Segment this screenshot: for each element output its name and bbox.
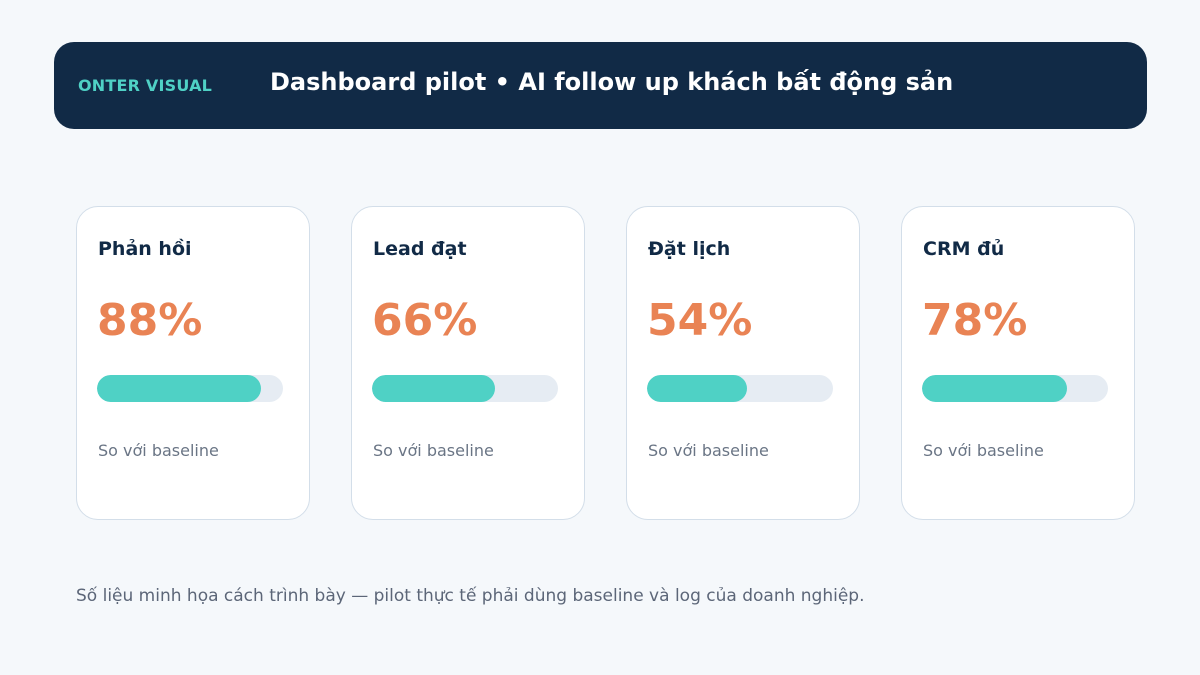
metric-value: 88% — [97, 295, 203, 346]
metric-card-lead-dat: Lead đạt 66% So với baseline — [351, 206, 585, 520]
metric-card-dat-lich: Đặt lịch 54% So với baseline — [626, 206, 860, 520]
header-banner: ONTER VISUAL Dashboard pilot • AI follow… — [54, 42, 1147, 129]
brand-logo-text: ONTER VISUAL — [78, 76, 213, 95]
metric-caption: So với baseline — [923, 441, 1044, 460]
metric-progress-fill — [647, 375, 748, 402]
footnote: Số liệu minh họa cách trình bày — pilot … — [76, 586, 865, 606]
metric-progress-fill — [922, 375, 1068, 402]
metric-cards: Phản hồi 88% So với baseline Lead đạt 66… — [76, 206, 1136, 521]
metric-caption: So với baseline — [98, 441, 219, 460]
metric-value: 66% — [372, 295, 478, 346]
metric-label: CRM đủ — [923, 238, 1005, 260]
metric-card-crm-du: CRM đủ 78% So với baseline — [901, 206, 1135, 520]
metric-caption: So với baseline — [648, 441, 769, 460]
metric-progress-bar — [97, 375, 283, 402]
metric-progress-fill — [97, 375, 261, 402]
metric-caption: So với baseline — [373, 441, 494, 460]
metric-label: Đặt lịch — [648, 238, 731, 260]
metric-value: 78% — [922, 295, 1028, 346]
metric-value: 54% — [647, 295, 753, 346]
metric-progress-bar — [647, 375, 833, 402]
page-title: Dashboard pilot • AI follow up khách bất… — [270, 68, 954, 96]
metric-label: Phản hồi — [98, 238, 192, 260]
metric-progress-bar — [372, 375, 558, 402]
metric-card-phan-hoi: Phản hồi 88% So với baseline — [76, 206, 310, 520]
metric-progress-bar — [922, 375, 1108, 402]
metric-progress-fill — [372, 375, 495, 402]
metric-label: Lead đạt — [373, 238, 467, 260]
